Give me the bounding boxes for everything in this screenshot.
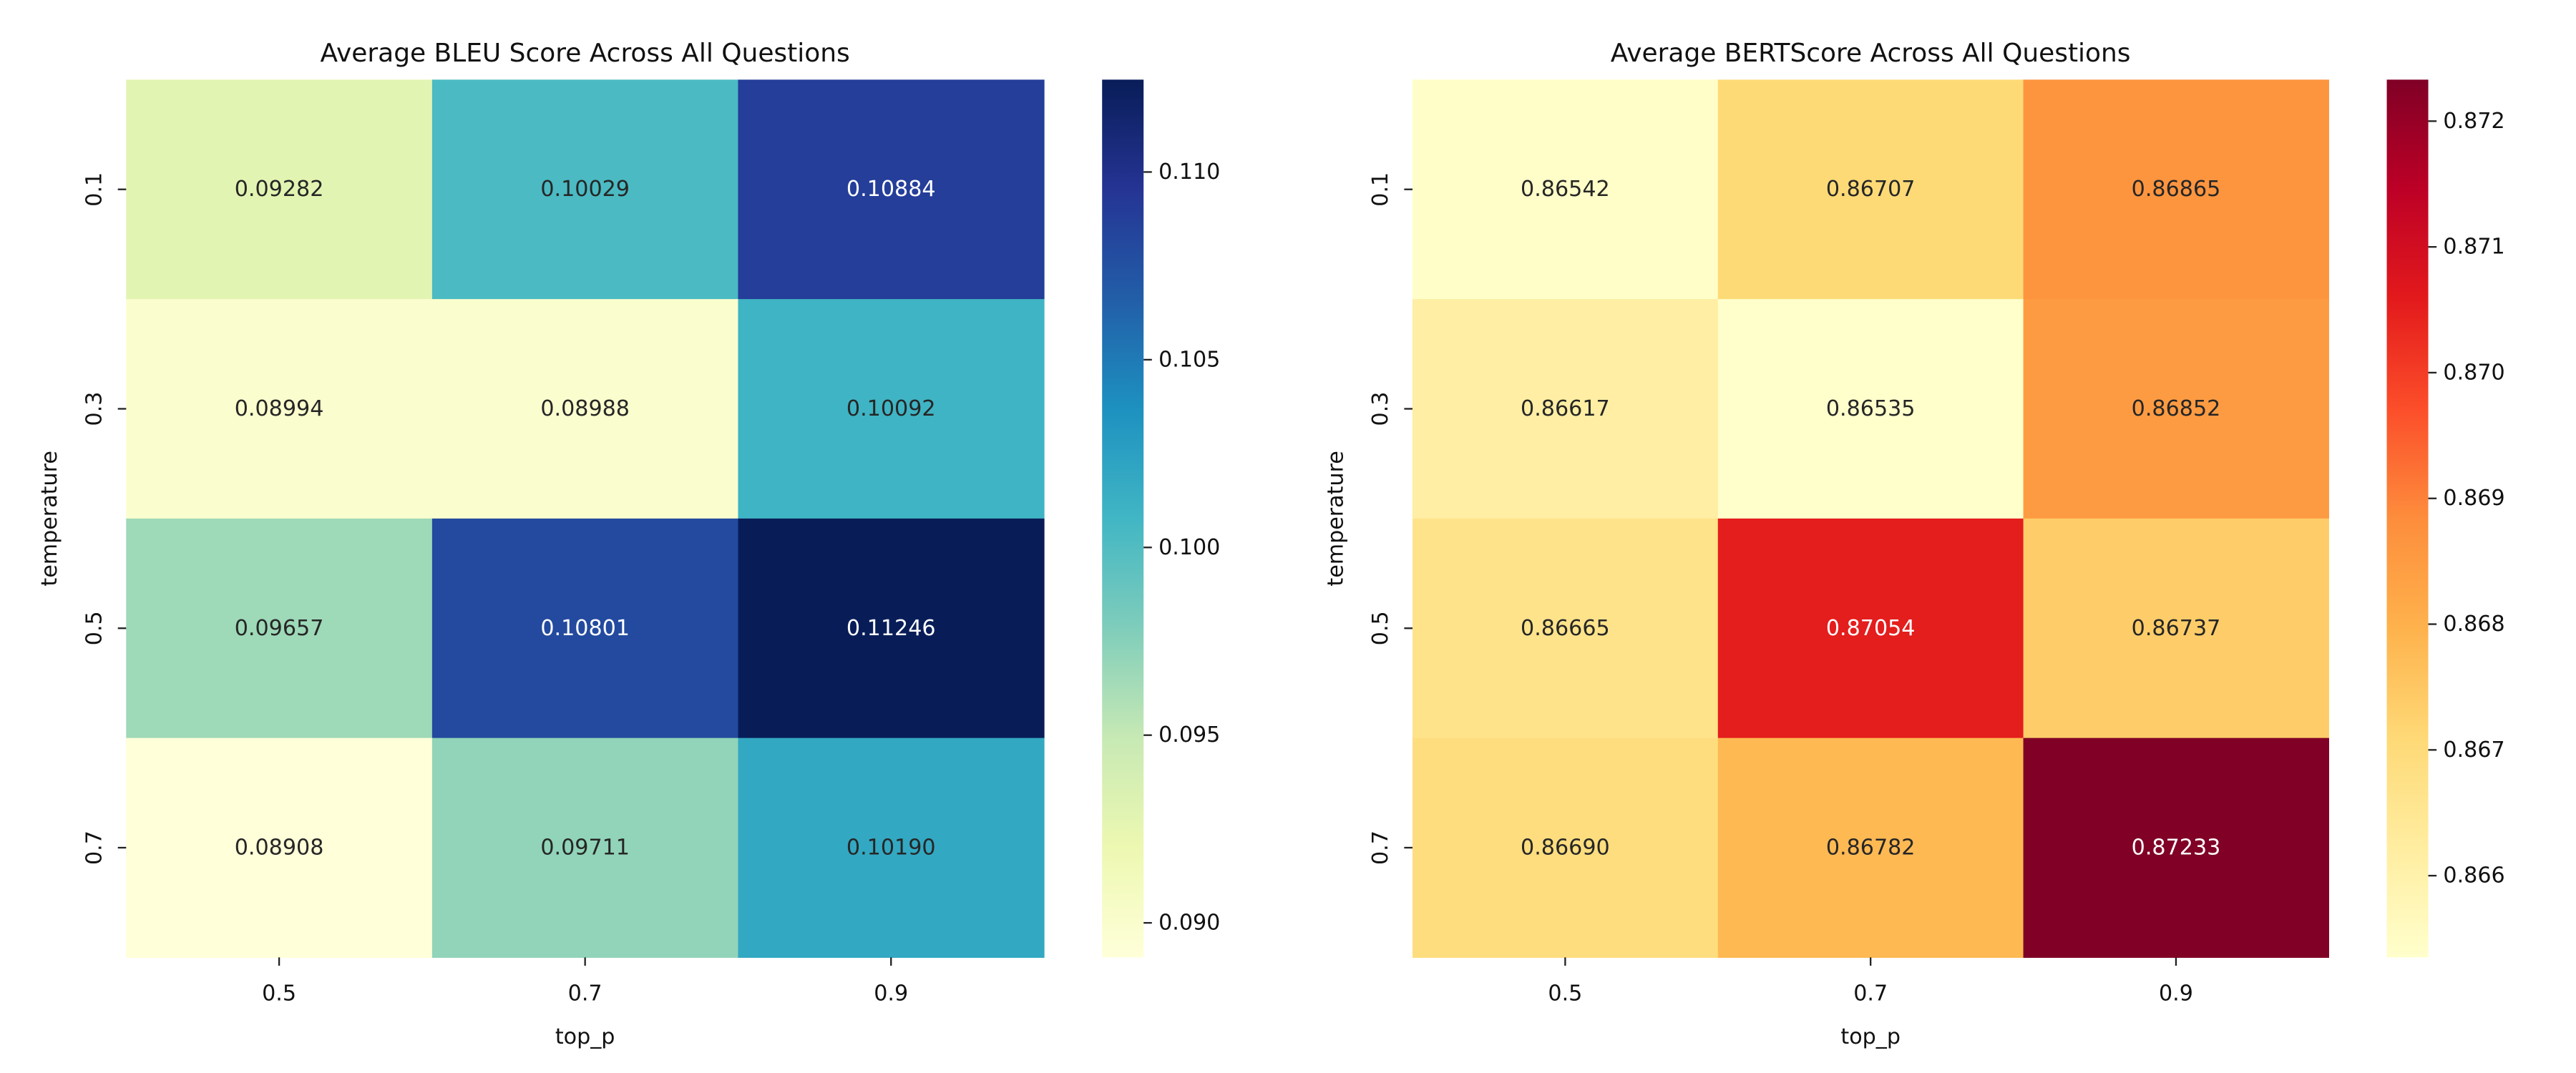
bleu-cell-value-r2-c0: 0.09657 (235, 616, 324, 641)
bertscore-y-tick-label: 0.7 (1368, 831, 1393, 865)
bertscore-y-tick-label: 0.5 (1368, 611, 1393, 645)
bertscore-colorbar: 0.866 0.867 0.868 0.869 0.870 0.871 0.872 (2386, 79, 2505, 958)
bertscore-cell-r0-c2 (2023, 79, 2329, 300)
bleu-cells (126, 79, 1045, 959)
bertscore-colorbar-tick-label: 0.867 (2443, 738, 2504, 763)
bleu-x-ticks: 0.5 0.7 0.9 (262, 957, 908, 1006)
bertscore-cell-r3-c0 (1412, 738, 1719, 959)
bleu-cell-r2-c1 (431, 518, 739, 739)
bleu-x-tick-label: 0.7 (568, 981, 602, 1006)
bleu-cell-value-r2-c2: 0.11246 (847, 616, 936, 641)
bertscore-x-ticks: 0.5 0.7 0.9 (1548, 957, 2193, 1006)
bertscore-heatmap-panel: Average BERTScore Across All Questions t… (1324, 39, 2505, 1049)
bleu-cell-value-r1-c1: 0.08988 (540, 396, 630, 421)
bertscore-cell-value-r0-c1: 0.86707 (1826, 177, 1916, 202)
bleu-cell-value-r0-c1: 0.10029 (540, 177, 630, 202)
bertscore-x-axis-label: top_p (1840, 1024, 1901, 1049)
bertscore-x-tick-label: 0.7 (1853, 981, 1888, 1006)
bleu-cell-r3-c0 (126, 738, 433, 959)
bertscore-chart-title: Average BERTScore Across All Questions (1611, 39, 2131, 68)
bleu-cell-value-r2-c1: 0.10801 (540, 616, 630, 641)
bleu-cell-r2-c0 (126, 518, 433, 739)
bertscore-y-tick-label: 0.1 (1368, 172, 1393, 207)
bleu-y-tick-label: 0.5 (82, 611, 107, 645)
bleu-cell-r3-c1 (431, 738, 739, 959)
bertscore-colorbar-tick-label: 0.871 (2443, 235, 2504, 260)
bertscore-cell-r1-c1 (1717, 299, 2024, 519)
bertscore-cell-r0-c1 (1717, 79, 2024, 300)
bleu-colorbar-tick-label: 0.090 (1158, 911, 1220, 936)
bleu-cell-value-r0-c2: 0.10884 (847, 177, 936, 202)
bertscore-cell-r1-c2 (2023, 299, 2329, 519)
bertscore-cell-value-r2-c0: 0.86665 (1521, 616, 1610, 641)
bertscore-colorbar-tick-label: 0.868 (2443, 612, 2504, 637)
bleu-cell-r0-c2 (738, 79, 1045, 300)
bleu-cell-value-r1-c2: 0.10092 (847, 396, 936, 421)
bleu-colorbar-gradient (1102, 79, 1144, 958)
bleu-cell-labels: 0.09282 0.10029 0.10884 0.08994 0.08988 0.100… (235, 177, 936, 860)
bleu-cell-value-r1-c0: 0.08994 (235, 396, 324, 421)
bertscore-colorbar-tick-label: 0.872 (2443, 109, 2504, 134)
bleu-x-tick-label: 0.5 (262, 981, 296, 1006)
bleu-colorbar: 0.090 0.095 0.100 0.105 0.110 (1102, 79, 1220, 958)
bleu-cell-r1-c2 (738, 299, 1045, 519)
bleu-cell-value-r3-c1: 0.09711 (540, 836, 630, 861)
bleu-heatmap-panel: Average BLEU Score Across All Questions … (37, 39, 1221, 1049)
bertscore-colorbar-gradient (2386, 79, 2429, 958)
bleu-x-tick-label: 0.9 (874, 981, 908, 1006)
bleu-y-tick-label: 0.1 (82, 172, 107, 207)
bleu-x-axis-label: top_p (555, 1024, 615, 1049)
bertscore-cell-value-r3-c0: 0.86690 (1521, 836, 1610, 861)
bleu-y-tick-label: 0.7 (82, 831, 107, 865)
bertscore-colorbar-tick-label: 0.866 (2443, 863, 2504, 888)
bertscore-y-axis-label: temperature (1324, 451, 1349, 586)
bleu-cell-r0-c0 (126, 79, 433, 300)
bertscore-x-tick-label: 0.9 (2159, 981, 2193, 1006)
bertscore-cell-r1-c0 (1412, 299, 1719, 519)
bertscore-cell-value-r3-c2: 0.87233 (2132, 836, 2221, 861)
bertscore-cell-r2-c1 (1717, 518, 2024, 739)
bertscore-colorbar-tick-label: 0.869 (2443, 486, 2504, 511)
bertscore-cells (1412, 79, 2329, 959)
bleu-colorbar-tick-label: 0.100 (1158, 535, 1220, 560)
bleu-colorbar-tick-label: 0.110 (1158, 160, 1220, 185)
bleu-y-ticks: 0.1 0.3 0.5 0.7 (82, 172, 127, 865)
bertscore-cell-r3-c2 (2023, 738, 2329, 959)
bertscore-x-tick-label: 0.5 (1548, 981, 1582, 1006)
bleu-colorbar-tick-label: 0.105 (1158, 347, 1220, 372)
bertscore-y-tick-label: 0.3 (1368, 392, 1393, 426)
bertscore-cell-value-r0-c2: 0.86865 (2132, 177, 2221, 202)
bertscore-cell-value-r2-c2: 0.86737 (2132, 616, 2221, 641)
bleu-cell-r1-c0 (126, 299, 433, 519)
bertscore-cell-value-r2-c1: 0.87054 (1826, 616, 1916, 641)
bertscore-cell-value-r1-c2: 0.86852 (2132, 396, 2221, 421)
bertscore-cell-value-r1-c0: 0.86617 (1521, 396, 1610, 421)
bertscore-cell-value-r1-c1: 0.86535 (1826, 396, 1916, 421)
bertscore-cell-r3-c1 (1717, 738, 2024, 959)
bertscore-y-ticks: 0.1 0.3 0.5 0.7 (1368, 172, 1413, 865)
bleu-y-tick-label: 0.3 (82, 392, 107, 426)
bleu-colorbar-tick-label: 0.095 (1158, 722, 1220, 748)
bleu-cell-value-r3-c0: 0.08908 (235, 836, 324, 861)
bertscore-cell-r2-c2 (2023, 518, 2329, 739)
bleu-cell-value-r0-c0: 0.09282 (235, 177, 324, 202)
bleu-cell-r2-c2 (738, 518, 1045, 739)
bertscore-cell-r0-c0 (1412, 79, 1719, 300)
bertscore-cell-value-r0-c0: 0.86542 (1521, 177, 1610, 202)
bertscore-colorbar-tick-label: 0.870 (2443, 360, 2504, 385)
bleu-cell-r1-c1 (431, 299, 739, 519)
bleu-cell-r0-c1 (431, 79, 739, 300)
bertscore-cell-r2-c0 (1412, 518, 1719, 739)
bleu-chart-title: Average BLEU Score Across All Questions (321, 39, 850, 68)
bleu-y-axis-label: temperature (37, 451, 62, 586)
bertscore-cell-labels: 0.86542 0.86707 0.86865 0.86617 0.86535 0.868… (1521, 177, 2220, 860)
bertscore-cell-value-r3-c1: 0.86782 (1826, 836, 1916, 861)
bleu-cell-value-r3-c2: 0.10190 (847, 836, 936, 861)
bleu-cell-r3-c2 (738, 738, 1045, 959)
